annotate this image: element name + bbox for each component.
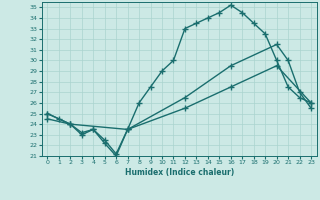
X-axis label: Humidex (Indice chaleur): Humidex (Indice chaleur)	[124, 168, 234, 177]
